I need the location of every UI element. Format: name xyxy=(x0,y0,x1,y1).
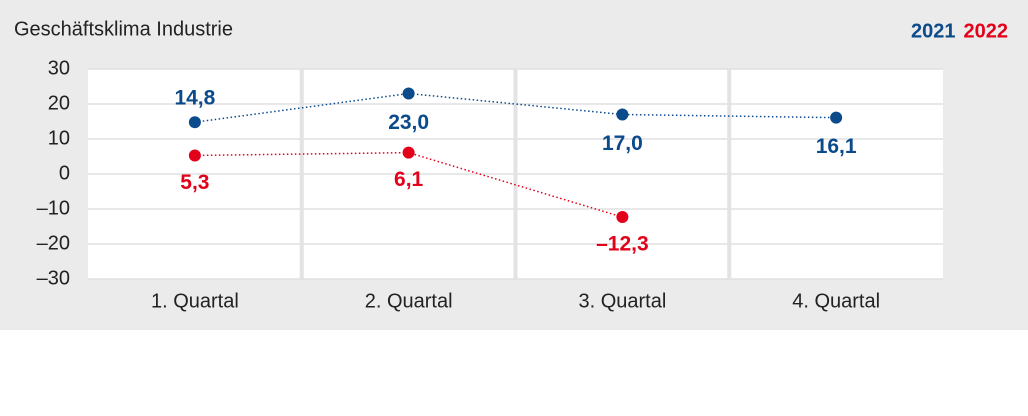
y-tick-label: –30 xyxy=(37,267,70,289)
x-tick-label: 1. Quartal xyxy=(151,290,239,312)
data-label: 23,0 xyxy=(388,111,429,134)
data-point xyxy=(402,146,415,159)
x-tick-label: 4. Quartal xyxy=(792,290,880,312)
y-tick-label: 30 xyxy=(48,57,70,79)
data-point xyxy=(830,111,843,124)
data-point xyxy=(616,211,629,224)
data-label: 16,1 xyxy=(816,135,857,158)
data-label: –12,3 xyxy=(596,233,649,256)
data-point xyxy=(402,87,415,100)
legend-label: 2021 xyxy=(911,20,956,42)
x-tick-label: 3. Quartal xyxy=(578,290,666,312)
y-tick-label: –20 xyxy=(37,232,70,254)
data-label: 14,8 xyxy=(174,87,215,110)
series-line xyxy=(194,92,837,123)
y-tick-label: 0 xyxy=(59,162,70,184)
data-label: 17,0 xyxy=(602,132,643,155)
y-tick-label: –10 xyxy=(37,197,70,219)
data-point xyxy=(188,116,201,129)
data-point xyxy=(616,108,629,121)
chart-title: Geschäftsklima Industrie xyxy=(14,18,233,40)
data-point xyxy=(188,149,201,162)
y-tick-label: 10 xyxy=(48,127,70,149)
y-tick-label: 20 xyxy=(48,92,70,114)
data-label: 6,1 xyxy=(394,168,424,191)
legend-label: 2022 xyxy=(964,20,1009,42)
data-label: 5,3 xyxy=(180,171,209,194)
x-tick-label: 2. Quartal xyxy=(365,290,453,312)
